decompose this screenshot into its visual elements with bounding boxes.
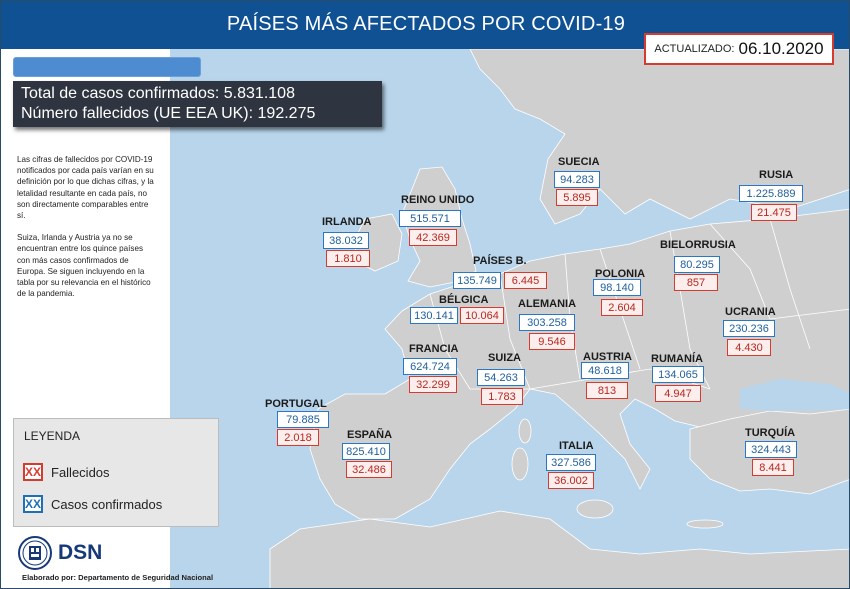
black-sea	[740, 379, 849, 411]
cases-value: 624.724	[403, 358, 457, 375]
country-name: AUSTRIA	[583, 351, 632, 363]
cases-value: 230.236	[723, 320, 775, 337]
note-paragraph-2: Suiza, Irlanda y Austria ya no se encuen…	[17, 233, 151, 299]
cases-value: 1.225.889	[739, 185, 803, 202]
total-deaths-value: 192.275	[257, 105, 316, 122]
dsn-logo: DSN	[18, 536, 102, 570]
total-cases-label: Total de casos confirmados:	[21, 85, 220, 102]
deaths-value: 2.018	[277, 429, 319, 446]
updated-date: 06.10.2020	[738, 39, 824, 58]
country-name: RUSIA	[759, 169, 794, 181]
deaths-value: 8.441	[752, 459, 794, 476]
country-name: TURQUÍA	[745, 427, 796, 439]
country-name: UCRANIA	[725, 306, 776, 318]
accent-bar	[13, 57, 201, 77]
legend-deaths: XX Fallecidos	[23, 463, 110, 481]
legend-deaths-swatch: XX	[23, 463, 43, 481]
cases-value: 303.258	[519, 314, 575, 331]
country-name: IRLANDA	[322, 216, 372, 228]
cases-value: 38.032	[323, 232, 369, 249]
updated-label: ACTUALIZADO:	[654, 43, 735, 55]
legend-title: LEYENDA	[24, 429, 81, 443]
page-title: PAÍSES MÁS AFECTADOS POR COVID-19	[226, 13, 626, 35]
land-sicily	[576, 499, 614, 519]
header-bar: PAÍSES MÁS AFECTADOS POR COVID-19	[1, 1, 849, 49]
deaths-value: 857	[674, 274, 718, 291]
total-deaths-label: Número fallecidos (UE EEA UK):	[21, 105, 254, 122]
europe-map	[170, 49, 849, 588]
cases-value: 54.263	[477, 369, 525, 386]
land-crete	[686, 519, 724, 529]
total-cases-row: Total de casos confirmados: 5.831.108	[21, 84, 374, 104]
land-sardinia	[511, 447, 529, 481]
dsn-logo-text: DSN	[58, 541, 103, 564]
country-name: BÉLGICA	[439, 294, 489, 306]
total-cases-value: 5.831.108	[223, 85, 295, 102]
deaths-value: 4.947	[655, 385, 701, 402]
cases-value: 130.141	[410, 307, 458, 324]
cases-value: 515.571	[399, 210, 461, 227]
deaths-value: 1.810	[326, 250, 370, 267]
country-name: RUMANÍA	[651, 353, 703, 365]
cases-value: 134.065	[652, 366, 704, 383]
deaths-value: 1.783	[481, 388, 523, 405]
country-name: ITALIA	[559, 440, 594, 452]
country-name: REINO UNIDO	[401, 194, 475, 206]
country-name: ALEMANIA	[518, 298, 577, 310]
cases-value: 48.618	[581, 362, 629, 379]
deaths-value: 9.546	[529, 333, 575, 350]
deaths-value: 42.369	[409, 229, 457, 246]
legend-cases: XX Casos confirmados	[23, 495, 162, 513]
deaths-value: 21.475	[751, 204, 797, 221]
cases-value: 80.295	[674, 256, 720, 273]
deaths-value: 2.604	[601, 299, 643, 316]
cases-value: 98.140	[593, 279, 641, 296]
legend-deaths-label: Fallecidos	[51, 464, 110, 480]
cases-value: 135.749	[453, 272, 501, 289]
total-deaths-row: Número fallecidos (UE EEA UK): 192.275	[21, 104, 374, 124]
deaths-value: 4.430	[727, 339, 771, 356]
credit-line: Elaborado por: Departamento de Seguridad…	[22, 573, 214, 582]
totals-panel: Total de casos confirmados: 5.831.108 Nú…	[13, 81, 382, 127]
country-name: POLONIA	[595, 268, 646, 280]
note-paragraph-1: Las cifras de fallecidos por COVID-19 no…	[17, 155, 154, 221]
land-north-africa	[269, 510, 849, 588]
cases-value: 825.410	[342, 443, 390, 460]
country-name: FRANCIA	[409, 343, 459, 355]
updated-date-box: ACTUALIZADO: 06.10.2020	[644, 33, 834, 65]
notes-text: Las cifras de fallecidos por COVID-19 no…	[17, 154, 157, 310]
deaths-value: 6.445	[504, 272, 547, 289]
land-corsica	[518, 418, 532, 444]
legend-cases-label: Casos confirmados	[51, 496, 163, 512]
deaths-value: 32.486	[346, 461, 392, 478]
legend-panel: LEYENDA XX Fallecidos XX Casos confirmad…	[13, 418, 219, 527]
country-name: ESPAÑA	[347, 429, 393, 441]
country-name: PAÍSES B.	[473, 255, 527, 267]
country-name: SUECIA	[558, 156, 600, 168]
cases-value: 79.885	[277, 411, 329, 428]
cases-value: 327.586	[546, 454, 596, 471]
deaths-value: 10.064	[460, 307, 504, 324]
cases-value: 324.443	[745, 441, 797, 458]
country-name: SUIZA	[488, 352, 521, 364]
country-name: BIELORRUSIA	[660, 239, 736, 251]
deaths-value: 813	[586, 382, 628, 399]
cases-value: 94.283	[554, 171, 600, 188]
deaths-value: 36.002	[548, 472, 594, 489]
dsn-seal-icon	[18, 536, 52, 570]
deaths-value: 5.895	[556, 189, 598, 206]
legend-cases-swatch: XX	[23, 495, 43, 513]
country-name: PORTUGAL	[265, 398, 327, 410]
deaths-value: 32.299	[409, 376, 457, 393]
